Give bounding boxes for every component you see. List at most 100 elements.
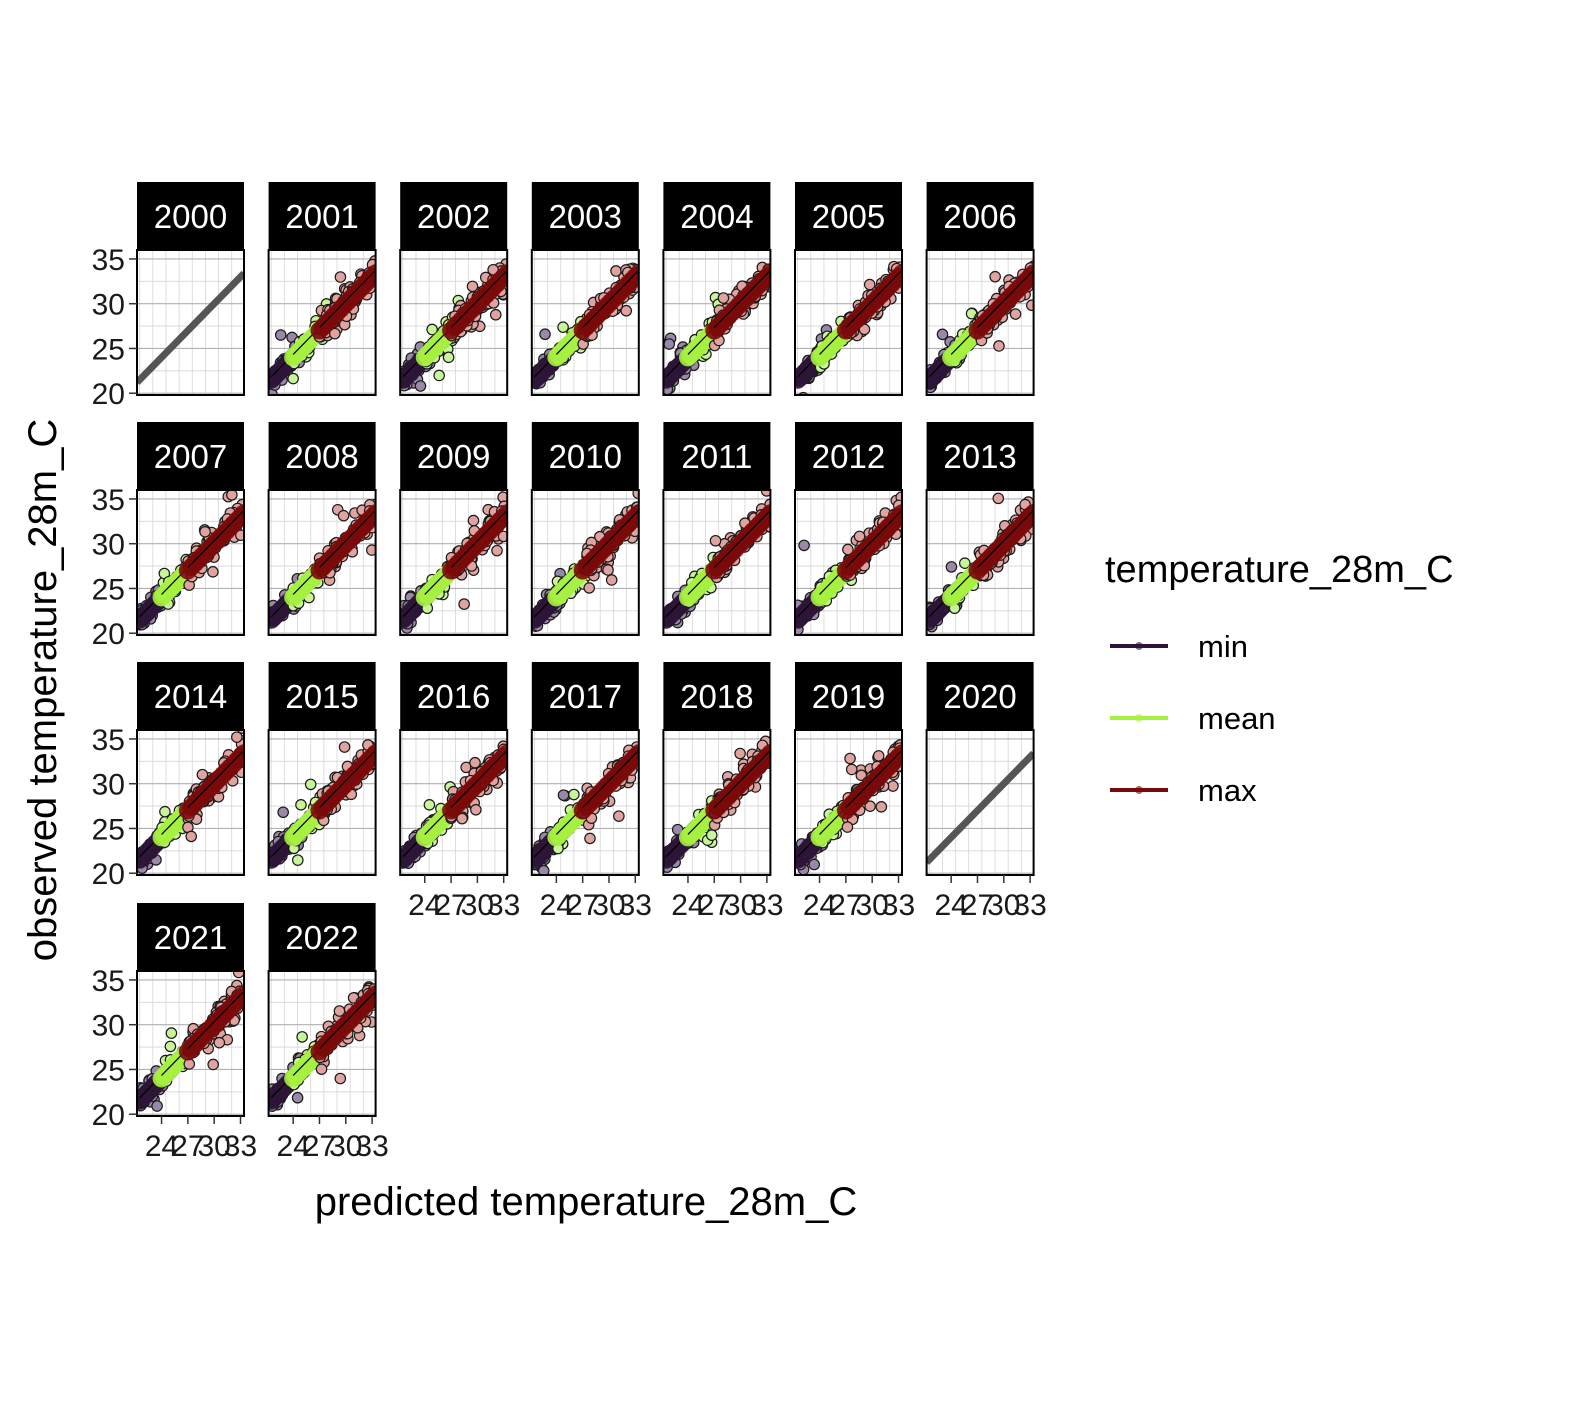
data-point-min xyxy=(663,338,676,350)
facet-strip xyxy=(137,662,244,730)
y-tick-label: 25 xyxy=(92,813,125,846)
fit-line-max xyxy=(581,272,639,332)
plot-area xyxy=(926,250,1034,395)
data-point-max xyxy=(185,830,198,843)
x-tick-label: 24 xyxy=(540,889,573,922)
data-point-mean xyxy=(705,829,718,841)
series-max xyxy=(178,730,244,843)
data-point-max xyxy=(613,810,625,822)
data-point-max xyxy=(717,292,730,304)
data-point-max xyxy=(1009,308,1022,320)
fit-line-edge xyxy=(450,269,508,328)
reference-line xyxy=(137,270,244,385)
series-max xyxy=(310,739,376,827)
fit-line-edge xyxy=(977,509,1034,568)
series-max xyxy=(968,260,1034,352)
facet-strip xyxy=(137,422,244,490)
plot-area xyxy=(268,730,376,875)
facet-strip-label: 2004 xyxy=(680,198,753,235)
facet-strip xyxy=(400,662,508,730)
plot-area xyxy=(137,490,244,635)
fit-line-edge xyxy=(187,749,244,808)
series-max xyxy=(573,741,639,845)
data-point-min xyxy=(539,328,551,341)
data-point-mean xyxy=(292,854,304,866)
fit-line-edge xyxy=(845,509,902,568)
panel-border xyxy=(267,729,377,876)
x-tick-label: 33 xyxy=(619,889,652,922)
plot-area xyxy=(926,490,1034,635)
data-point-mean xyxy=(433,369,445,382)
data-point-mean xyxy=(295,799,307,811)
data-point-max xyxy=(231,731,243,743)
facet-strip-label: 2002 xyxy=(417,198,490,235)
plot-area xyxy=(400,730,508,875)
data-point-max xyxy=(207,566,219,578)
facet-strip xyxy=(663,422,771,490)
facet-panel-2010: 2010 xyxy=(530,422,640,636)
facet-strip xyxy=(268,662,376,730)
plot-area xyxy=(137,250,244,395)
facet-strip xyxy=(137,182,244,250)
fit-line-max xyxy=(581,512,639,572)
data-point-max xyxy=(993,340,1005,352)
facet-strip xyxy=(795,182,902,250)
fit-line-max xyxy=(844,512,902,572)
data-point-max xyxy=(456,812,468,825)
facet-strip xyxy=(268,182,376,250)
data-point-max xyxy=(620,304,633,317)
plot-area xyxy=(663,490,771,635)
facet-strip-label: 2012 xyxy=(812,438,885,475)
facet-strip-label: 2008 xyxy=(285,438,358,475)
fit-line-max xyxy=(449,752,508,812)
data-point-min xyxy=(277,806,289,819)
panel-border xyxy=(794,249,903,396)
data-point-max xyxy=(467,514,480,527)
facet-strip-label: 2014 xyxy=(154,678,227,715)
facet-strip-label: 2001 xyxy=(285,198,358,235)
facet-panel-2001: 2001 xyxy=(267,182,377,396)
fit-line-edge xyxy=(713,269,771,328)
y-tick-label: 25 xyxy=(92,333,125,366)
panel-border xyxy=(136,489,245,636)
y-tick-label: 30 xyxy=(92,289,125,322)
data-point-max xyxy=(842,543,854,556)
plot-area xyxy=(795,490,902,635)
y-tick-label: 20 xyxy=(92,618,125,651)
panel-border xyxy=(530,249,640,396)
panel-border xyxy=(530,489,640,636)
data-point-max xyxy=(602,564,614,576)
data-point-mean xyxy=(287,372,299,385)
panel-border xyxy=(794,489,903,636)
data-point-max xyxy=(337,509,350,522)
fit-line-edge xyxy=(977,269,1034,328)
series-max xyxy=(310,255,376,343)
data-point-max xyxy=(583,582,596,594)
fit-line-edge xyxy=(450,749,508,808)
facet-strip-label: 2011 xyxy=(681,438,752,475)
fit-line-max xyxy=(581,752,639,812)
fit-line-edge xyxy=(582,269,639,328)
panel-border xyxy=(662,489,772,636)
panel-border xyxy=(530,729,640,876)
facet-strip-label: 2000 xyxy=(154,198,227,235)
series-max xyxy=(573,490,639,594)
data-point-max xyxy=(366,544,376,556)
data-point-min xyxy=(271,644,281,654)
data-point-mean xyxy=(557,321,569,333)
plot-area xyxy=(531,250,639,395)
data-point-max xyxy=(489,308,502,321)
fit-line-edge xyxy=(582,749,639,808)
facet-strip xyxy=(926,182,1034,250)
data-point-min xyxy=(664,399,674,409)
plot-area xyxy=(268,250,376,395)
plot-area xyxy=(137,730,244,875)
data-point-min xyxy=(537,864,550,875)
facet-strip-label: 2006 xyxy=(943,198,1016,235)
facet-panel-2015: 2015 xyxy=(267,662,377,876)
